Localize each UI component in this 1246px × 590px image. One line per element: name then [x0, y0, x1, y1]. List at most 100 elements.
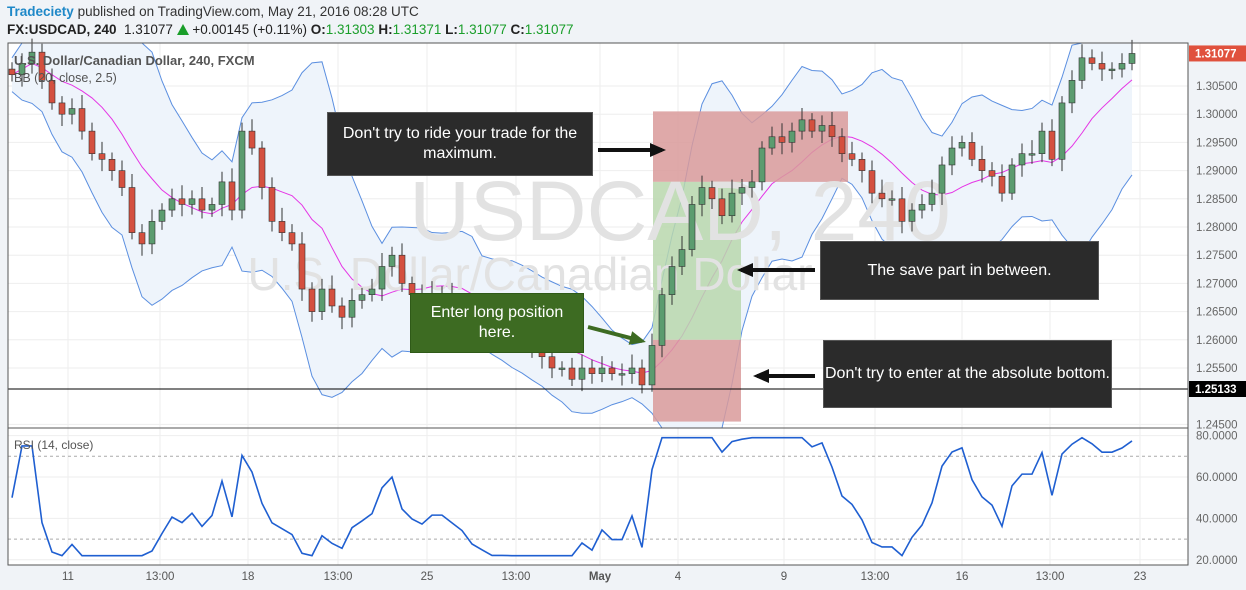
change: +0.00145 (+0.11%): [192, 22, 307, 37]
candle: [178, 198, 186, 205]
hline-price-label: 1.25133: [1195, 384, 1237, 396]
annotation-enter: Enter long position here.: [410, 293, 584, 353]
candle: [1098, 63, 1106, 70]
candle: [318, 288, 326, 312]
candle: [1048, 130, 1056, 160]
chart-legend-title: U.S. Dollar/Canadian Dollar, 240, FXCM: [14, 53, 255, 68]
bb-legend[interactable]: BB (20, close, 2.5): [14, 71, 117, 85]
rsi-tick-label: 40.0000: [1196, 513, 1238, 525]
candle: [388, 254, 396, 267]
candle: [188, 198, 196, 205]
time-tick-label: 11: [62, 571, 74, 583]
candle: [948, 147, 956, 166]
candle: [1128, 53, 1136, 64]
time-tick-label: 25: [421, 571, 434, 583]
hline-price-badge: [1189, 381, 1246, 397]
annotation-max: Don't try to ride your trade for the max…: [327, 112, 593, 176]
candle: [668, 266, 676, 295]
candle: [158, 209, 166, 222]
candle: [18, 63, 26, 76]
bb-fill: [12, 43, 1132, 428]
candle: [908, 209, 916, 222]
candle: [1108, 68, 1116, 71]
time-tick-label: 18: [242, 571, 255, 583]
candle: [788, 130, 796, 143]
candle: [968, 142, 976, 160]
candle: [68, 108, 76, 115]
candle: [308, 288, 316, 312]
candle: [368, 288, 376, 295]
candle: [208, 204, 216, 211]
time-tick-label: 13:00: [502, 571, 531, 583]
candle: [658, 294, 666, 346]
quote-line: FX:USDCAD, 240 1.31077 +0.00145 (+0.11%)…: [7, 22, 574, 37]
candle: [128, 187, 136, 233]
candle: [578, 367, 586, 380]
candle: [398, 254, 406, 284]
candle: [1088, 57, 1096, 64]
price-tick-label: 1.27000: [1196, 278, 1238, 290]
candle: [858, 159, 866, 171]
candle: [298, 243, 306, 290]
low-value: 1.31077: [457, 22, 507, 37]
candle: [698, 187, 706, 205]
rsi-tick-label: 80.0000: [1196, 431, 1238, 443]
open-value: 1.31303: [325, 22, 375, 37]
candle: [798, 119, 806, 132]
candle: [348, 300, 356, 318]
price-tick-label: 1.28500: [1196, 194, 1238, 206]
trade-zone: [653, 339, 741, 422]
annotation-bottom: Don't try to enter at the absolute botto…: [823, 340, 1112, 408]
candle: [98, 153, 106, 160]
time-tick-label: May: [589, 571, 612, 583]
trade-zone: [653, 181, 741, 340]
price-tick-label: 1.24500: [1196, 419, 1238, 431]
candle: [268, 187, 276, 222]
candle: [28, 51, 36, 64]
l-label: L:: [445, 22, 458, 37]
up-arrow-icon: [176, 24, 189, 35]
time-tick-label: 13:00: [861, 571, 890, 583]
candle: [88, 130, 96, 154]
price-tick-label: 1.26500: [1196, 307, 1238, 319]
watermark-description: U.S. Dollar/Canadian Dollar: [247, 248, 812, 300]
candle: [8, 68, 16, 76]
candle: [808, 119, 816, 132]
trade-zone: [653, 111, 848, 182]
candle: [618, 373, 626, 376]
candle: [548, 356, 556, 369]
time-tick-label: 13:00: [146, 571, 175, 583]
candle: [878, 192, 886, 200]
price-tick-label: 1.27500: [1196, 250, 1238, 262]
candle: [1068, 80, 1076, 104]
publish-info: Tradeciety published on TradingView.com,…: [7, 4, 419, 19]
candle: [628, 367, 636, 374]
candle: [358, 294, 366, 301]
candle: [248, 130, 256, 149]
candle: [1118, 63, 1126, 70]
candle: [828, 125, 836, 138]
candle: [838, 136, 846, 154]
price-tick-label: 1.29500: [1196, 137, 1238, 149]
c-label: C:: [510, 22, 525, 37]
candle: [1028, 153, 1036, 156]
rsi-legend[interactable]: RSI (14, close): [14, 438, 93, 452]
candle: [378, 266, 386, 290]
candle: [738, 187, 746, 194]
candle: [748, 181, 756, 188]
close-value: 1.31077: [524, 22, 574, 37]
high-value: 1.31371: [392, 22, 442, 37]
arrow-enter-head: [628, 331, 646, 345]
brand-link[interactable]: Tradeciety: [7, 4, 74, 19]
time-tick-label: 9: [781, 571, 787, 583]
candle: [818, 125, 826, 132]
published-text: published on TradingView.com, May 21, 20…: [77, 4, 419, 19]
candle: [328, 288, 336, 307]
candle: [338, 305, 346, 318]
candle: [938, 164, 946, 194]
candle: [758, 147, 766, 183]
candle: [1078, 57, 1086, 81]
candle: [988, 170, 996, 177]
candle: [958, 142, 966, 149]
candle: [718, 198, 726, 217]
